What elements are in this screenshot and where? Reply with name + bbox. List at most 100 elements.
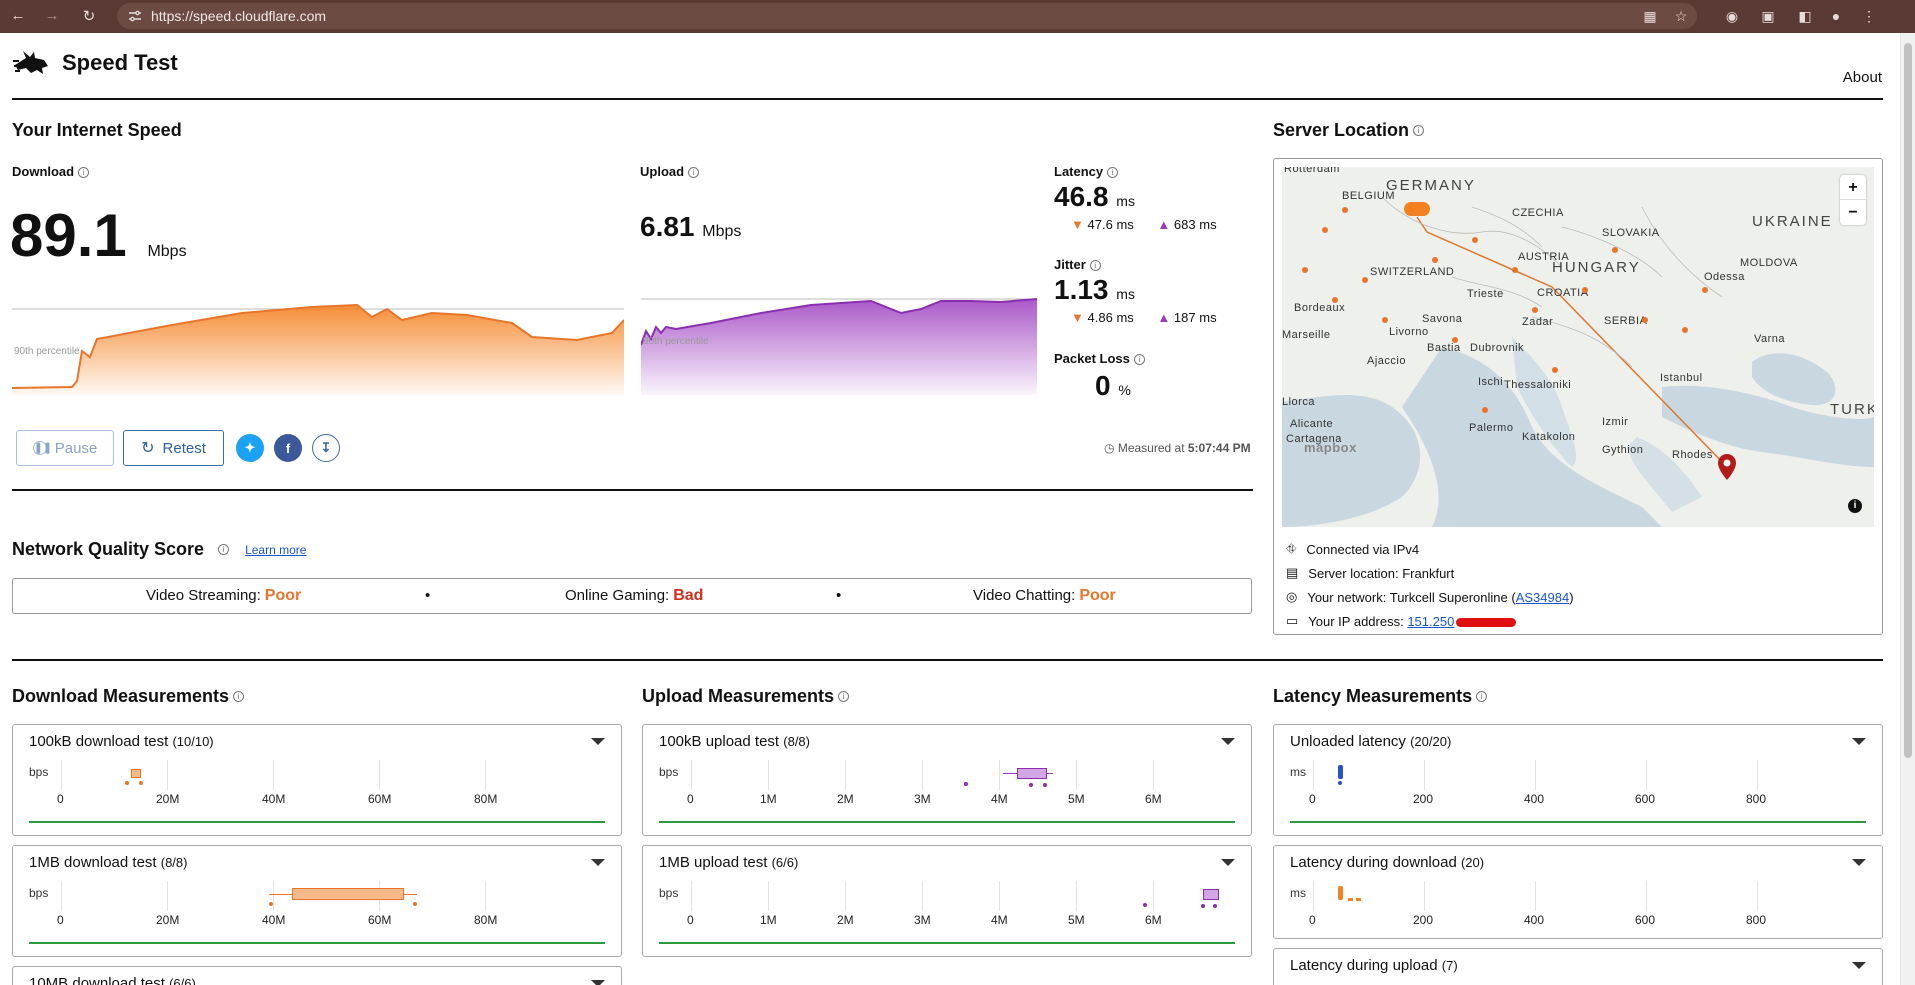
profile-icon[interactable]: ● [1831, 8, 1841, 24]
grid-line [273, 881, 274, 911]
chevron-down-icon[interactable] [1221, 738, 1235, 745]
chevron-down-icon[interactable] [1852, 738, 1866, 745]
map-label: AUSTRIA [1518, 251, 1570, 263]
axis-tick: 6M [1145, 913, 1162, 927]
facebook-share-icon[interactable]: f [274, 434, 302, 462]
info-icon[interactable]: i [1107, 167, 1119, 179]
learn-more-link[interactable]: Learn more [245, 542, 307, 557]
pause-button[interactable]: ❚❚ Pause [16, 430, 114, 466]
back-icon[interactable]: ← [10, 7, 26, 24]
grid-line [61, 881, 62, 911]
axis-tick: 0 [57, 913, 64, 927]
info-icon[interactable]: i [838, 691, 850, 702]
map-attribution-icon[interactable]: i [1848, 499, 1862, 513]
map-label: Alicante [1290, 418, 1334, 430]
info-icon[interactable]: i [1413, 125, 1425, 136]
latency-test-card[interactable]: Latency during download (20) ms 0 200 40… [1273, 845, 1883, 939]
side-panel-icon[interactable]: ◧ [1798, 8, 1812, 24]
asn-link[interactable]: AS34984 [1515, 589, 1570, 605]
axis-tick: 80M [474, 792, 498, 806]
boxplot [1203, 889, 1219, 900]
server-dot [1612, 247, 1618, 253]
puzzle-icon[interactable]: ▣ [1761, 8, 1775, 24]
site-settings-icon[interactable] [128, 9, 142, 23]
upload-percentile-label: 90th percentile [643, 336, 709, 347]
chevron-down-icon[interactable] [591, 980, 605, 985]
scrollbar-thumb[interactable] [1904, 43, 1912, 758]
url-text: https://speed.cloudflare.com [151, 8, 327, 24]
axis-tick: 400 [1524, 792, 1545, 806]
zoom-out-button[interactable]: − [1848, 204, 1858, 221]
map-label: Cartagena [1286, 433, 1342, 445]
boxplot [131, 769, 141, 778]
connected-via-row: ⛗ Connected via IPv4 [1286, 541, 1420, 557]
boxplot-point [139, 781, 143, 785]
upload-test-card[interactable]: 100kB upload test (8/8) bps 0 1M 2M 3M 4… [642, 724, 1252, 836]
axis-tick: 0 [687, 913, 694, 927]
download-test-card[interactable]: 100kB download test (10/10) bps 0 20M 40… [12, 724, 622, 836]
download-test-card[interactable]: 10MB download test (6/6) [12, 966, 622, 985]
quality-line [659, 821, 1235, 823]
map-label: SWITZERLAND [1370, 266, 1455, 278]
boxplot [1338, 765, 1343, 779]
chevron-down-icon[interactable] [591, 859, 605, 866]
server-map[interactable]: GERMANY CZECHIA SLOVAKIA UKRAINE MOLDOVA… [1282, 167, 1874, 527]
boxplot-point [269, 902, 273, 906]
upload-unit: Mbps [702, 223, 742, 240]
latency-test-card[interactable]: Unloaded latency (20/20) ms 0 200 400 60… [1273, 724, 1883, 836]
grid-line [845, 760, 846, 790]
boxplot-point [1043, 783, 1047, 787]
ip-address-link[interactable]: 151.250 [1407, 613, 1455, 629]
grid-line [1076, 760, 1077, 790]
forward-icon[interactable]: → [44, 7, 60, 24]
retest-button[interactable]: ↻ Retest [123, 430, 224, 466]
info-icon[interactable]: i [1476, 691, 1488, 702]
info-icon[interactable]: i [1133, 354, 1145, 366]
address-bar[interactable]: https://speed.cloudflare.com [117, 3, 1697, 29]
packet-loss-label: Packet Loss i [1054, 351, 1145, 366]
reload-icon[interactable]: ↻ [82, 8, 96, 25]
info-icon[interactable]: i [688, 167, 700, 179]
menu-icon[interactable]: ⋮ [1862, 8, 1876, 24]
boxplot-point [1356, 898, 1361, 901]
download-chart [12, 303, 624, 395]
header-divider [12, 98, 1883, 100]
boxplot [292, 888, 404, 900]
download-test-card[interactable]: 1MB download test (8/8) bps 0 20M 40M 60… [12, 845, 622, 957]
chevron-down-icon[interactable] [591, 738, 605, 745]
chevron-down-icon[interactable] [1852, 859, 1866, 866]
quality-line [1290, 821, 1866, 823]
internet-speed-heading: Your Internet Speed [12, 120, 182, 140]
grid-line [922, 760, 923, 790]
page-scrollbar[interactable] [1900, 33, 1915, 985]
info-icon[interactable]: i [1089, 260, 1101, 272]
chevron-down-icon[interactable] [1852, 962, 1866, 969]
upload-test-card[interactable]: 1MB upload test (6/6) bps 0 1M 2M 3M 4M … [642, 845, 1252, 957]
server-location-row: ▤ Server location: Frankfurt [1286, 565, 1455, 581]
zoom-in-button[interactable]: + [1840, 175, 1866, 200]
latency-test-card[interactable]: Latency during upload (7) [1273, 948, 1883, 985]
extension-icon[interactable]: ◉ [1725, 8, 1739, 24]
chevron-down-icon[interactable] [1221, 859, 1235, 866]
axis-tick: 1M [760, 792, 777, 806]
server-dot [1482, 407, 1488, 413]
server-dot [1642, 317, 1648, 323]
download-results-icon[interactable]: ↧ [312, 434, 340, 462]
info-icon[interactable]: i [218, 544, 230, 555]
map-label: Istanbul [1660, 372, 1703, 384]
boxplot-point [1213, 904, 1217, 908]
about-link[interactable]: About [1842, 69, 1882, 86]
upload-arrow-icon: ▲ [1157, 217, 1171, 232]
twitter-share-icon[interactable]: ✦ [236, 434, 264, 462]
info-icon[interactable]: i [78, 167, 90, 179]
map-label: Izmir [1602, 416, 1629, 428]
download-arrow-icon: ▼ [1071, 310, 1084, 325]
info-icon[interactable]: i [233, 691, 245, 702]
rabbit-logo-icon [13, 51, 48, 74]
map-label: Palermo [1469, 422, 1514, 434]
translate-icon[interactable]: ▦ [1643, 8, 1657, 24]
map-label: SERBIA [1604, 315, 1648, 327]
grid-line [999, 881, 1000, 911]
bookmark-star-icon[interactable]: ☆ [1674, 8, 1688, 24]
axis-tick: 800 [1746, 913, 1767, 927]
